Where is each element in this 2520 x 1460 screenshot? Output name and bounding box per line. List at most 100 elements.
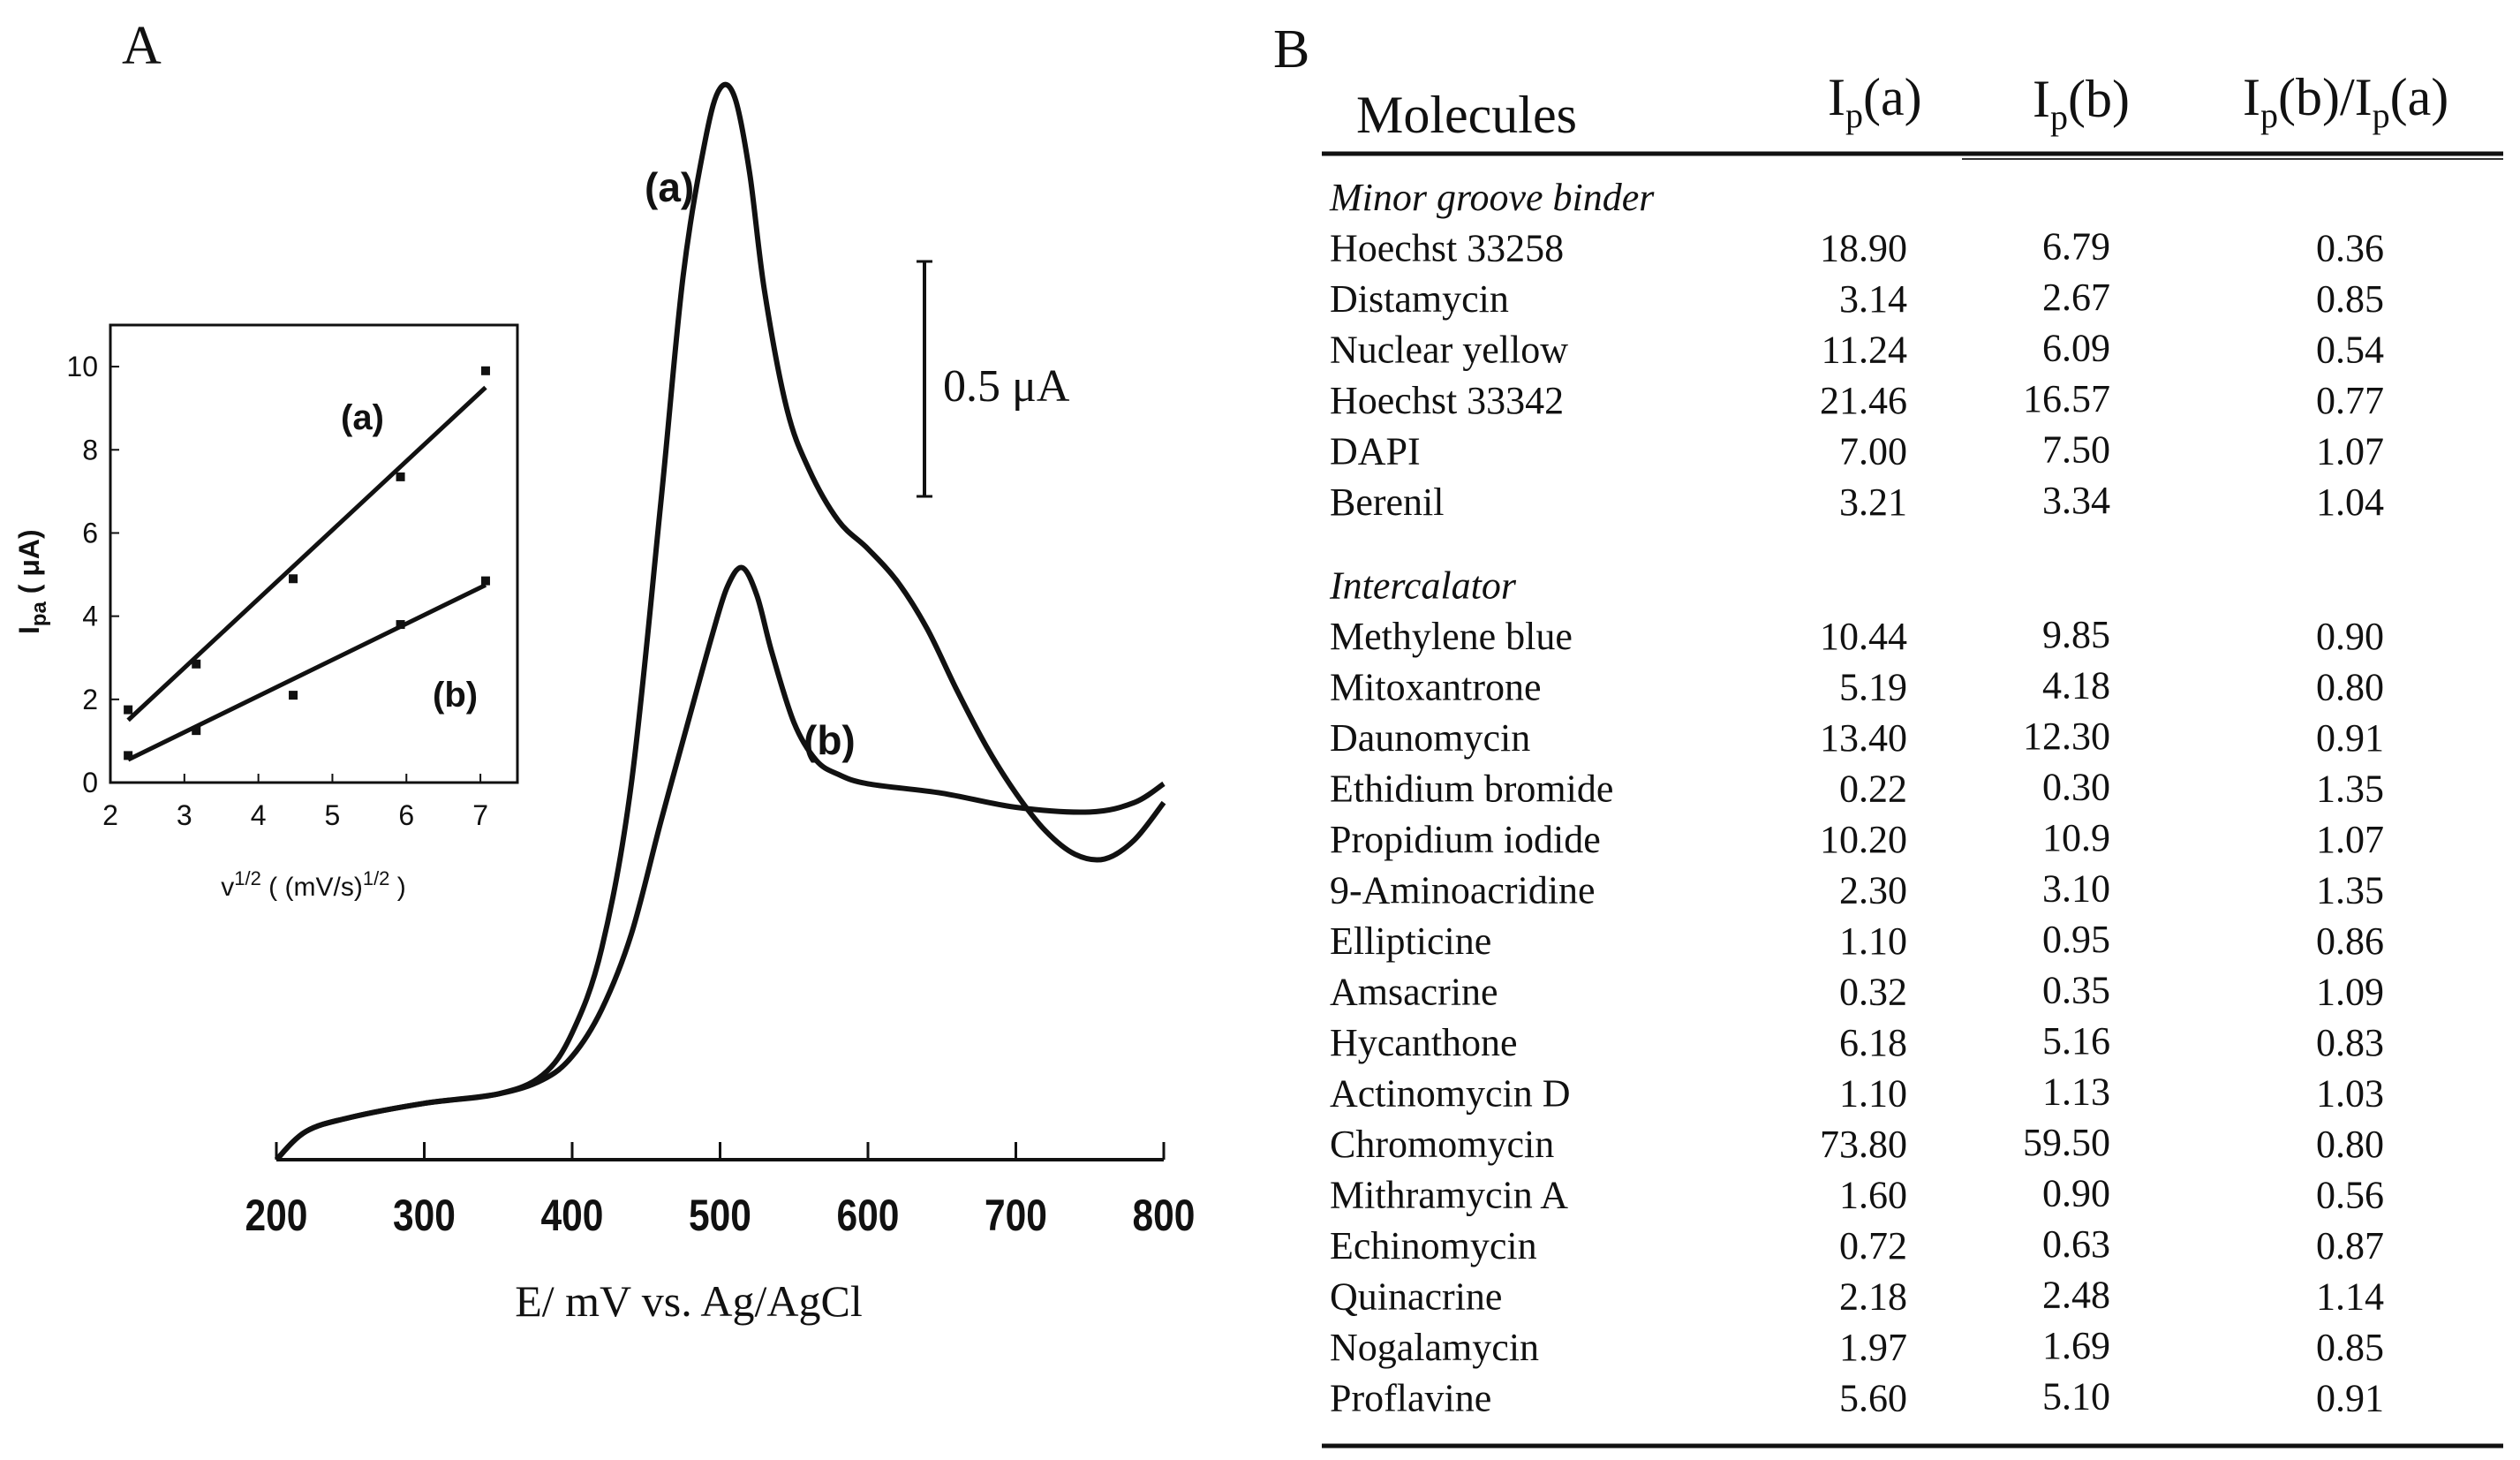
cell-ipb: 0.30: [2042, 766, 2110, 809]
cell-molecule: Propidium iodide: [1330, 818, 1601, 861]
cell-ratio: 0.91: [2316, 1377, 2384, 1420]
header-ipb-sub: p: [2050, 97, 2068, 137]
cell-molecule: Nogalamycin: [1330, 1326, 1539, 1369]
inset-data-point-a: [192, 659, 201, 669]
header-ipa-rest: (a): [1863, 68, 1922, 126]
header-ratio-end: (a): [2390, 68, 2449, 126]
cell-ipb: 1.13: [2042, 1070, 2110, 1114]
cell-molecule: Actinomycin D: [1330, 1072, 1571, 1116]
inset-y-tick-label: 6: [82, 517, 98, 548]
header-ratio-mid: (b)/I: [2278, 68, 2373, 126]
cell-ipb: 1.69: [2042, 1324, 2110, 1367]
inset-y-tick-label: 4: [82, 601, 98, 632]
main-x-tick-label: 300: [393, 1191, 456, 1240]
cell-ipa: 7.00: [1839, 430, 1907, 473]
cell-ipb: 16.57: [2023, 377, 2110, 420]
cell-ipb: 9.85: [2042, 613, 2110, 656]
inset-y-tick-label: 10: [66, 351, 98, 382]
inset-data-point-a: [480, 366, 490, 375]
cell-ipa: 0.22: [1839, 768, 1907, 811]
cell-molecule: Mithramycin A: [1330, 1174, 1568, 1217]
cell-ratio: 0.91: [2316, 716, 2384, 760]
inset-y-tick-label: 8: [82, 434, 98, 465]
inset-data-point-b: [124, 751, 133, 760]
header-ratio-base1: I: [2243, 68, 2260, 126]
cell-molecule: Nuclear yellow: [1330, 329, 1568, 372]
cell-ipb: 5.16: [2042, 1019, 2110, 1063]
inset-y-axis-label: Ipa ( μA): [13, 529, 51, 634]
cell-molecule: Proflavine: [1330, 1377, 1491, 1420]
cell-ipb: 0.63: [2042, 1222, 2110, 1266]
cell-ipb: 0.95: [2042, 918, 2110, 961]
inset-background: [110, 325, 517, 783]
scale-bar-label: 0.5 μA: [943, 361, 1070, 412]
cell-ratio: 0.85: [2316, 1326, 2384, 1369]
cell-ipa: 1.60: [1839, 1174, 1907, 1217]
cell-ipa: 10.44: [1820, 615, 1907, 658]
main-x-tick-label: 400: [541, 1191, 604, 1240]
cell-molecule: Hycanthone: [1330, 1021, 1518, 1064]
cell-ratio: 0.83: [2316, 1021, 2384, 1064]
inset-data-point-b: [396, 620, 405, 630]
cell-molecule: Quinacrine: [1330, 1275, 1502, 1319]
main-x-ticks: 200 300 400 500 600 700 800: [245, 1142, 1195, 1240]
main-x-tick-label: 500: [689, 1191, 751, 1240]
cell-ipb: 12.30: [2023, 715, 2110, 758]
main-x-tick-label: 200: [245, 1191, 308, 1240]
inset-series-group: [124, 366, 490, 762]
data-table: Molecules Ip(a) Ip(b) Ip(b)/Ip(a) Minor …: [1322, 68, 2503, 1449]
inset-x-tick-label: 4: [251, 799, 267, 831]
main-annotation-a: (a): [645, 164, 694, 210]
cell-ratio: 1.07: [2316, 818, 2384, 861]
cell-ipb: 7.50: [2042, 428, 2110, 472]
main-x-axis-label: E/ mV vs. Ag/AgCl: [515, 1276, 863, 1326]
panel-a-label: A: [122, 16, 162, 76]
inset-x-tick-label: 3: [177, 799, 192, 831]
header-ipa-base: I: [1828, 68, 1845, 126]
cell-ratio: 0.80: [2316, 1123, 2384, 1166]
inset-y-tick-label: 0: [82, 767, 98, 798]
cell-ipb: 3.10: [2042, 867, 2110, 911]
inset-y-tick-label: 2: [82, 684, 98, 715]
main-x-tick-label: 600: [837, 1191, 900, 1240]
cell-ratio: 1.09: [2316, 971, 2384, 1014]
header-ratio-sub1: p: [2260, 95, 2278, 135]
table-body: Minor groove binder Hoechst 33258 18.90 6.7…: [1329, 176, 2384, 1420]
cell-ipb: 6.09: [2042, 327, 2110, 370]
inset-y-label-rest: ( μA): [13, 529, 45, 601]
cell-ratio: 1.14: [2316, 1275, 2384, 1319]
cell-molecule: Echinomycin: [1330, 1224, 1537, 1267]
main-x-tick-label: 700: [985, 1191, 1047, 1240]
header-ipa-sub: p: [1845, 95, 1863, 135]
cell-molecule: Hoechst 33342: [1330, 379, 1564, 422]
cell-ratio: 1.03: [2316, 1072, 2384, 1116]
inset-x-label-base: v: [221, 873, 234, 902]
inset-x-label-end: ): [389, 873, 405, 902]
cell-ipb: 2.67: [2042, 276, 2110, 319]
group-title: Minor groove binder: [1329, 176, 1655, 219]
panel-b-label: B: [1273, 19, 1309, 79]
cell-ipb: 3.34: [2042, 479, 2110, 522]
cell-ipa: 18.90: [1820, 227, 1907, 270]
inset-x-label-mid: ( (mV/s): [261, 873, 363, 902]
cell-ipa: 0.72: [1839, 1224, 1907, 1267]
cell-ipa: 13.40: [1820, 716, 1907, 760]
main-series-line-a: [274, 81, 1166, 1162]
cell-ipb: 10.9: [2042, 816, 2110, 859]
cell-ratio: 0.54: [2316, 329, 2384, 372]
inset-data-point-b: [192, 726, 201, 736]
cell-ratio: 1.35: [2316, 869, 2384, 912]
inset-fit-line-b: [127, 583, 487, 762]
cell-ipa: 1.97: [1839, 1326, 1907, 1369]
cell-ratio: 0.77: [2316, 379, 2384, 422]
cell-ratio: 0.36: [2316, 227, 2384, 270]
cell-ipa: 1.10: [1839, 919, 1907, 963]
header-molecules: Molecules: [1356, 86, 1577, 144]
inset-x-tick-label: 6: [398, 799, 414, 831]
cell-ipa: 3.14: [1839, 277, 1907, 321]
header-ratio-sub2: p: [2373, 95, 2390, 135]
cell-molecule: Ethidium bromide: [1330, 768, 1613, 811]
inset-data-point-a: [289, 574, 298, 584]
